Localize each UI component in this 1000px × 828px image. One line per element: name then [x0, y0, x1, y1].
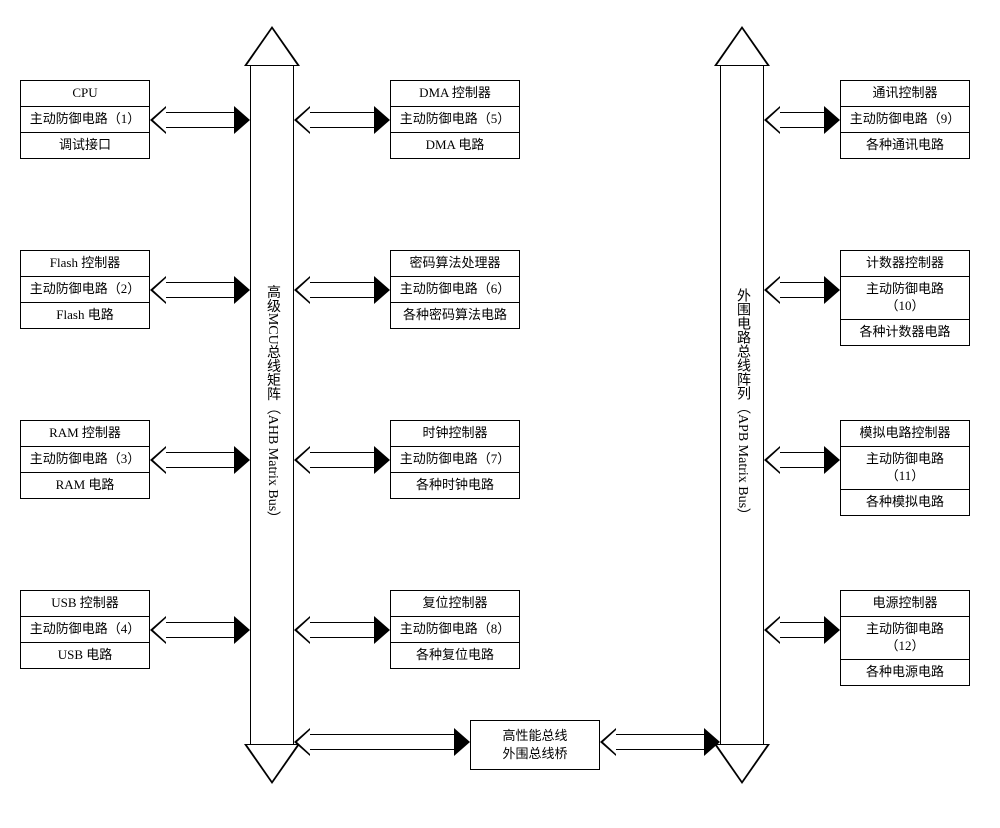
module-cell: 各种计数器电路 [841, 320, 969, 345]
module-col2-3: 复位控制器主动防御电路（8）各种复位电路 [390, 590, 520, 669]
conn-col1-3 [166, 622, 234, 638]
module-cell: 各种时钟电路 [391, 473, 519, 498]
conn-col2-2 [310, 452, 374, 468]
module-cell: 主动防御电路（5） [391, 107, 519, 133]
module-cell: 主动防御电路（1） [21, 107, 149, 133]
module-cell: 各种模拟电路 [841, 490, 969, 515]
module-cell: 各种复位电路 [391, 643, 519, 668]
module-cell: 时钟控制器 [391, 421, 519, 447]
module-col1-2: RAM 控制器主动防御电路（3）RAM 电路 [20, 420, 150, 499]
module-cell: 主动防御电路（3） [21, 447, 149, 473]
bus-architecture-diagram: 高级MCU总线矩阵（AHB Matrix Bus） 外围电路总线阵列（APB Ma… [20, 20, 980, 808]
module-cell: 主动防御电路（2） [21, 277, 149, 303]
ahb-bus-label: 高级MCU总线矩阵（AHB Matrix Bus） [262, 285, 282, 525]
module-cell: DMA 控制器 [391, 81, 519, 107]
module-col3-2: 模拟电路控制器主动防御电路（11）各种模拟电路 [840, 420, 970, 516]
module-cell: 各种密码算法电路 [391, 303, 519, 328]
module-cell: 通讯控制器 [841, 81, 969, 107]
module-col1-3: USB 控制器主动防御电路（4）USB 电路 [20, 590, 150, 669]
module-cell: 调试接口 [21, 133, 149, 158]
apb-bus: 外围电路总线阵列（APB Matrix Bus） [720, 65, 764, 745]
module-cell: Flash 控制器 [21, 251, 149, 277]
module-cell: CPU [21, 81, 149, 107]
bus-bridge: 高性能总线外围总线桥 [470, 720, 600, 770]
module-cell: 主动防御电路（10） [841, 277, 969, 320]
module-col2-0: DMA 控制器主动防御电路（5）DMA 电路 [390, 80, 520, 159]
module-cell: RAM 电路 [21, 473, 149, 498]
module-cell: 各种电源电路 [841, 660, 969, 685]
module-cell: 主动防御电路（12） [841, 617, 969, 660]
module-cell: 模拟电路控制器 [841, 421, 969, 447]
module-cell: 主动防御电路（7） [391, 447, 519, 473]
conn-col3-2 [780, 452, 824, 468]
bridge-line1: 高性能总线 [479, 727, 591, 745]
module-col1-1: Flash 控制器主动防御电路（2）Flash 电路 [20, 250, 150, 329]
module-cell: USB 电路 [21, 643, 149, 668]
module-cell: DMA 电路 [391, 133, 519, 158]
module-col1-0: CPU主动防御电路（1）调试接口 [20, 80, 150, 159]
module-cell: 主动防御电路（8） [391, 617, 519, 643]
module-cell: 主动防御电路（4） [21, 617, 149, 643]
module-cell: 主动防御电路（6） [391, 277, 519, 303]
module-col2-2: 时钟控制器主动防御电路（7）各种时钟电路 [390, 420, 520, 499]
module-cell: USB 控制器 [21, 591, 149, 617]
conn-col2-0 [310, 112, 374, 128]
module-col2-1: 密码算法处理器主动防御电路（6）各种密码算法电路 [390, 250, 520, 329]
ahb-bus: 高级MCU总线矩阵（AHB Matrix Bus） [250, 65, 294, 745]
module-col3-3: 电源控制器主动防御电路（12）各种电源电路 [840, 590, 970, 686]
bridge-left-arrow [310, 734, 454, 750]
module-cell: 各种通讯电路 [841, 133, 969, 158]
apb-bus-label: 外围电路总线阵列（APB Matrix Bus） [732, 288, 752, 522]
module-cell: 计数器控制器 [841, 251, 969, 277]
module-cell: 主动防御电路（11） [841, 447, 969, 490]
module-cell: 电源控制器 [841, 591, 969, 617]
bridge-line2: 外围总线桥 [479, 745, 591, 763]
conn-col3-3 [780, 622, 824, 638]
module-cell: 主动防御电路（9） [841, 107, 969, 133]
module-col3-1: 计数器控制器主动防御电路（10）各种计数器电路 [840, 250, 970, 346]
conn-col2-1 [310, 282, 374, 298]
conn-col3-1 [780, 282, 824, 298]
module-cell: Flash 电路 [21, 303, 149, 328]
module-cell: 复位控制器 [391, 591, 519, 617]
bridge-right-arrow [616, 734, 704, 750]
module-cell: RAM 控制器 [21, 421, 149, 447]
conn-col2-3 [310, 622, 374, 638]
conn-col1-0 [166, 112, 234, 128]
conn-col1-2 [166, 452, 234, 468]
module-cell: 密码算法处理器 [391, 251, 519, 277]
module-col3-0: 通讯控制器主动防御电路（9）各种通讯电路 [840, 80, 970, 159]
conn-col3-0 [780, 112, 824, 128]
conn-col1-1 [166, 282, 234, 298]
